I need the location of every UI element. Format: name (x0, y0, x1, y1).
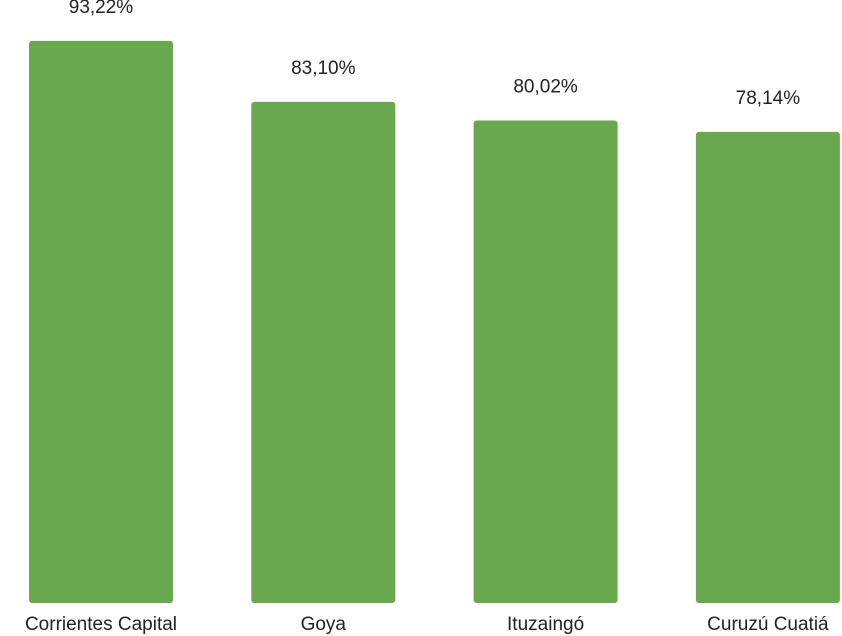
bar-value-label: 80,02% (513, 76, 578, 97)
bar (473, 120, 618, 603)
category-label: Goya (301, 614, 347, 635)
bar (251, 101, 396, 604)
category-label: Curuzú Cuatiá (707, 614, 829, 635)
bar-value-label: 78,14% (736, 88, 801, 109)
bar-value-label: 83,10% (291, 58, 356, 79)
bar-value-label: 93,22% (69, 0, 134, 18)
bar (695, 131, 840, 603)
category-labels-group: Corrientes Capital Goya Ituzaingó Curuzú Cu… (25, 614, 829, 635)
category-label: Corrientes Capital (25, 614, 177, 635)
bars-group (29, 40, 840, 604)
bar (29, 40, 173, 603)
category-label: Ituzaingó (507, 614, 584, 635)
value-labels-group: 93,22% 83,10% 80,02% 78,14% (69, 0, 800, 109)
